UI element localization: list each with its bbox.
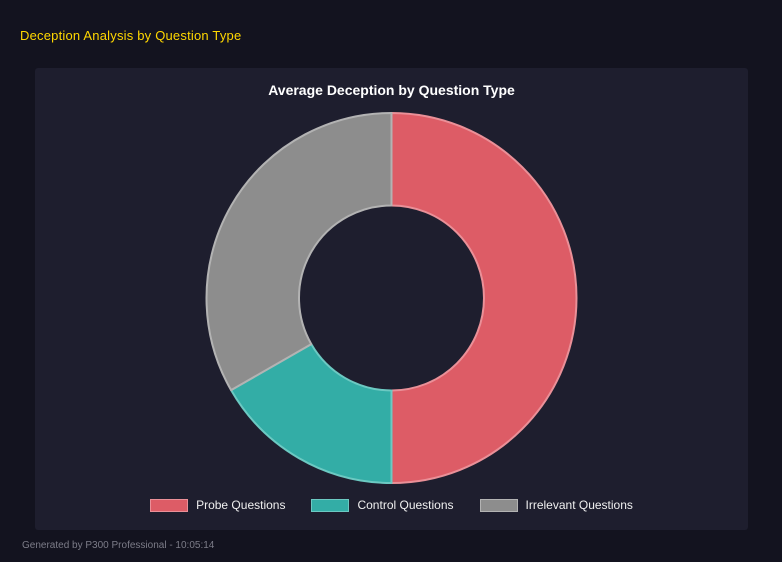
legend-item-probe-questions[interactable]: Probe Questions [150,498,285,512]
chart-panel: Average Deception by Question Type Probe… [35,68,748,530]
legend-swatch-control-questions [311,498,350,512]
donut-segment-irrelevant-questions[interactable] [205,112,393,392]
donut-chart[interactable] [35,102,748,494]
legend-swatch-irrelevant-questions [479,498,518,512]
donut-segment-probe-questions[interactable] [390,112,578,484]
legend-item-control-questions[interactable]: Control Questions [311,498,454,512]
legend-swatch-probe-questions [150,498,189,512]
page-title: Deception Analysis by Question Type [20,28,242,43]
legend-label-irrelevant-questions: Irrelevant Questions [525,498,633,512]
legend-item-irrelevant-questions[interactable]: Irrelevant Questions [479,498,633,512]
donut-segment-control-questions[interactable] [230,343,393,484]
chart-title: Average Deception by Question Type [268,82,515,98]
footer-text: Generated by P300 Professional - 10:05:1… [22,540,215,551]
chart-legend: Probe Questions Control Questions Irrele… [150,498,633,512]
legend-label-control-questions: Control Questions [357,498,454,512]
legend-label-probe-questions: Probe Questions [196,498,286,512]
